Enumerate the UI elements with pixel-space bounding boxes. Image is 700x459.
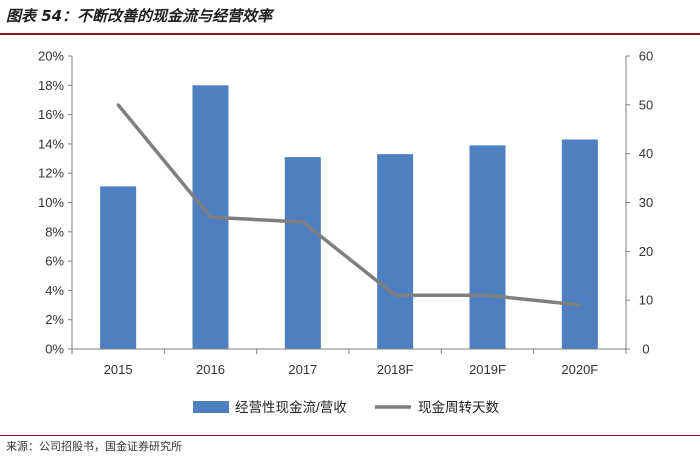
line-point	[301, 220, 305, 224]
line-point	[116, 103, 120, 107]
right-tick-label: 20	[639, 244, 653, 259]
right-tick-label: 10	[639, 293, 653, 308]
left-tick-label: 4%	[45, 283, 64, 298]
left-tick-label: 14%	[38, 136, 64, 151]
left-tick-label: 12%	[38, 166, 64, 181]
right-axis: 0 10 20 30 40 50 60	[625, 49, 653, 357]
right-tick-label: 60	[639, 49, 653, 64]
legend-bar-label: 经营性现金流/营收	[235, 400, 347, 415]
left-tick-label: 18%	[38, 78, 64, 93]
figure-title: 图表 54：不断改善的现金流与经营效率	[6, 7, 273, 25]
legend-line-label: 现金周转天数	[418, 400, 499, 415]
bar	[284, 157, 321, 349]
bar	[469, 145, 506, 349]
figure-header: 图表 54：不断改善的现金流与经营效率	[0, 0, 700, 35]
line-path	[116, 103, 581, 307]
left-tick-label: 0%	[45, 342, 64, 357]
x-axis: 2015 2016 2017 2018F 2019F 2020F	[71, 348, 627, 377]
left-tick-label: 6%	[45, 254, 64, 269]
bar	[377, 154, 414, 349]
left-tick-label: 2%	[45, 312, 64, 327]
footer-divider	[0, 435, 700, 436]
x-tick-label: 2019F	[469, 362, 506, 377]
line-series	[116, 103, 582, 307]
bar	[561, 139, 598, 349]
legend: 经营性现金流/营收 现金周转天数	[193, 400, 499, 415]
right-tick-label: 30	[639, 195, 653, 210]
x-tick-label: 2018F	[377, 362, 414, 377]
line-point	[486, 293, 489, 297]
left-tick-label: 20%	[38, 49, 64, 64]
combo-chart: 0% 2% 4% 6% 8% 10% 12% 14% 16% 18% 20% 0 10 20 30 40 50…	[38, 49, 653, 416]
legend-bar-swatch	[193, 401, 229, 413]
x-tick-label: 2016	[196, 362, 225, 377]
x-tick-label: 2015	[104, 362, 133, 377]
left-axis: 0% 2% 4% 6% 8% 10% 12% 14% 16% 18% 20%	[38, 49, 73, 357]
left-tick-label: 10%	[38, 195, 64, 210]
x-tick-label: 2017	[288, 362, 317, 377]
left-tick-label: 16%	[38, 107, 64, 122]
line-point	[209, 215, 212, 219]
right-tick-label: 0	[642, 342, 649, 357]
line-point	[578, 303, 582, 307]
header-divider	[0, 33, 700, 35]
line-point	[393, 293, 397, 297]
right-tick-label: 50	[639, 97, 653, 112]
source-note: 来源：公司招股书，国金证券研究所	[6, 440, 182, 453]
right-tick-label: 40	[639, 146, 653, 161]
bar-series	[100, 85, 598, 350]
x-tick-label: 2020F	[561, 362, 598, 377]
bar	[100, 186, 137, 349]
left-tick-label: 8%	[45, 224, 64, 239]
